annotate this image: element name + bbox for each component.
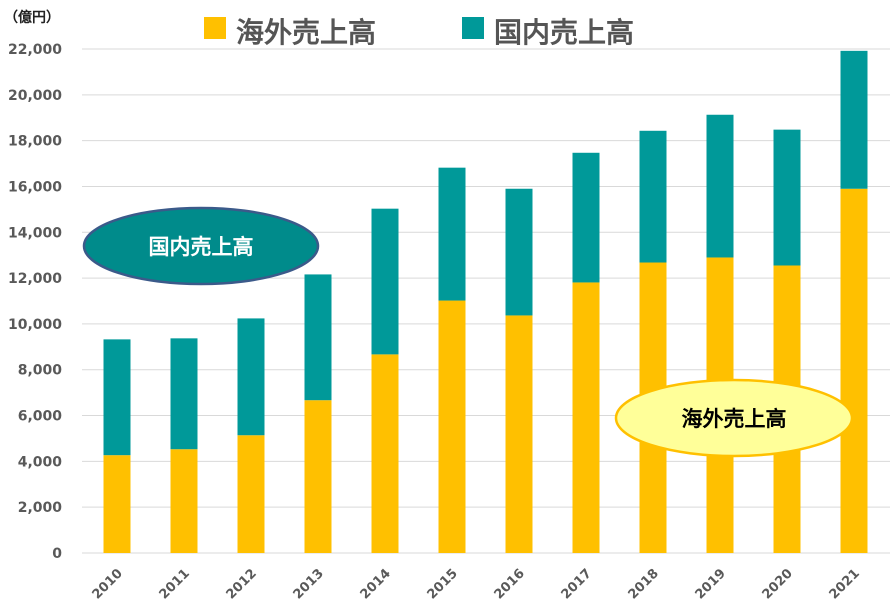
bar-domestic-2010 (103, 339, 131, 456)
bar-domestic-2014 (371, 208, 399, 355)
bar-overseas-2013 (304, 400, 332, 553)
x-tick-label: 2019 (693, 566, 729, 602)
x-tick-label: 2011 (157, 566, 193, 602)
unit-label: （億円） (4, 9, 60, 26)
bar-domestic-2013 (304, 274, 332, 401)
annotation-domestic: 国内売上高 (82, 206, 320, 286)
y-tick-label: 10,000 (8, 317, 62, 333)
bar-domestic-2015 (438, 167, 466, 301)
legend-label-overseas: 海外売上高 (236, 16, 376, 49)
legend-swatch-overseas (204, 17, 226, 39)
bar-domestic-2020 (773, 129, 801, 266)
bar-domestic-2012 (237, 318, 265, 436)
x-tick-label: 2018 (626, 566, 662, 602)
y-tick-label: 6,000 (18, 409, 63, 425)
x-tick-label: 2010 (90, 566, 126, 602)
legend-label-domestic: 国内売上高 (494, 16, 634, 49)
bar-domestic-2016 (505, 188, 533, 316)
y-tick-label: 12,000 (8, 271, 62, 287)
x-tick-label: 2012 (224, 566, 260, 602)
x-tick-label: 2013 (291, 566, 327, 602)
x-tick-label: 2015 (425, 566, 461, 602)
bar-overseas-2016 (505, 315, 533, 553)
bar-domestic-2011 (170, 338, 198, 450)
y-tick-label: 8,000 (18, 363, 63, 379)
bar-overseas-2011 (170, 449, 198, 553)
x-tick-label: 2021 (827, 566, 863, 602)
bar-overseas-2015 (438, 300, 466, 553)
legend-swatch-domestic (462, 17, 484, 39)
bar-domestic-2017 (572, 152, 600, 283)
bar-domestic-2018 (639, 130, 667, 263)
x-tick-label: 2016 (492, 566, 528, 602)
bar-domestic-2021 (840, 50, 868, 189)
annotation-overseas-label: 海外売上高 (682, 407, 787, 431)
y-tick-label: 18,000 (8, 134, 62, 150)
bar-overseas-2017 (572, 282, 600, 553)
bar-domestic-2019 (706, 114, 734, 258)
x-tick-label: 2017 (559, 566, 595, 602)
bar-overseas-2021 (840, 188, 868, 553)
y-tick-label: 4,000 (18, 454, 63, 470)
x-tick-label: 2020 (760, 566, 796, 602)
y-tick-label: 16,000 (8, 179, 62, 195)
y-tick-label: 0 (52, 546, 62, 562)
legend: 海外売上高 国内売上高 (204, 16, 634, 49)
x-tick-label: 2014 (358, 566, 394, 602)
bar-overseas-2010 (103, 455, 131, 553)
y-tick-label: 14,000 (8, 225, 62, 241)
bar-overseas-2014 (371, 354, 399, 553)
bar-overseas-2012 (237, 435, 265, 553)
annotation-overseas: 海外売上高 (614, 378, 854, 458)
y-tick-label: 20,000 (8, 88, 62, 104)
y-tick-label: 2,000 (18, 500, 63, 516)
annotation-domestic-label: 国内売上高 (149, 235, 254, 259)
y-tick-label: 22,000 (8, 42, 62, 58)
